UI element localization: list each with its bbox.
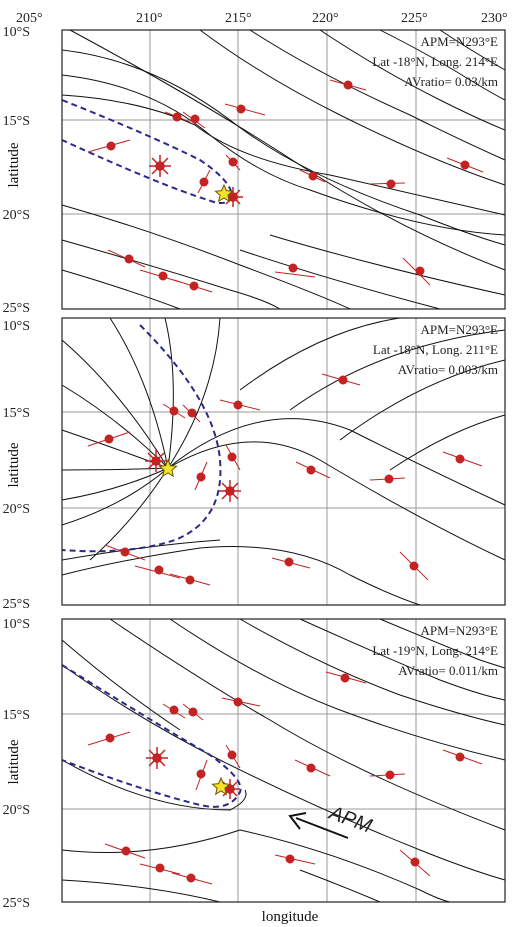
- panel-2-annotation: APM=N293°E Lat -18°N, Long. 211°E AVrati…: [373, 322, 498, 377]
- panel-1-location: Lat -18°N, Long. 214°E: [372, 54, 498, 69]
- panel-3-asterisk: [146, 747, 168, 769]
- y-axis-title: latitude: [6, 442, 22, 487]
- panel-3-apm: APM=N293°E: [420, 623, 498, 638]
- panel-3-frame: [61, 618, 506, 903]
- panel-3-stations: [87, 671, 483, 885]
- x-tick-225: 225°: [401, 11, 428, 26]
- y-axis-title: latitude: [6, 142, 22, 187]
- y-tick-15: 15°S: [3, 708, 30, 723]
- panel-2-location: Lat -18°N, Long. 211°E: [373, 342, 498, 357]
- panel-1-grid: [62, 30, 505, 309]
- y-tick-10: 10°S: [3, 617, 30, 632]
- y-tick-20: 20°S: [3, 208, 30, 223]
- panel-3-avratio: AVratio= 0.011/km: [398, 663, 498, 678]
- panel-3: 10°S 15°S 20°S 25°S latitude: [3, 617, 506, 911]
- panel-2-grid: [62, 318, 505, 605]
- panel-1-frame: [61, 29, 506, 310]
- x-tick-210: 210°: [136, 11, 163, 26]
- x-axis-title: longitude: [262, 909, 319, 925]
- y-tick-20: 20°S: [3, 803, 30, 818]
- y-tick-25: 25°S: [3, 301, 30, 316]
- panel-2-star-icon: [158, 458, 178, 478]
- panel-3-y-ticks: 10°S 15°S 20°S 25°S: [3, 617, 30, 911]
- panel-1: 10°S 15°S 20°S 25°S latitude: [3, 25, 506, 316]
- panel-1-stations: [87, 79, 484, 293]
- y-tick-10: 10°S: [3, 25, 30, 40]
- arrow-head-icon: [288, 812, 307, 830]
- panel-3-null-line: [61, 664, 242, 808]
- panel-2-avratio: AVratio= 0.003/km: [398, 362, 498, 377]
- apm-arrow: APM: [288, 802, 375, 839]
- y-tick-10: 10°S: [3, 319, 30, 334]
- panel-3-annotation: APM=N293°E Lat -19°N, Long. 214°E AVrati…: [372, 623, 498, 678]
- panel-3-location: Lat -19°N, Long. 214°E: [372, 643, 498, 658]
- panel-1-asterisk: [149, 155, 171, 177]
- y-axis-title: latitude: [6, 739, 22, 784]
- panel-2-y-ticks: 10°S 15°S 20°S 25°S: [3, 319, 30, 612]
- y-tick-15: 15°S: [3, 406, 30, 421]
- panel-2-contours: [61, 317, 506, 606]
- panel-3-grid: [62, 619, 505, 902]
- x-tick-205: 205°: [16, 11, 43, 26]
- panel-1-annotation: APM=N293°E Lat -18°N, Long. 214°E AVrati…: [372, 34, 498, 89]
- panel-2-stations: [87, 373, 483, 586]
- x-tick-220: 220°: [312, 11, 339, 26]
- panel-3-star-icon: [211, 776, 231, 796]
- panel-1-apm: APM=N293°E: [420, 34, 498, 49]
- x-tick-230: 230°: [481, 11, 508, 26]
- panel-2-asterisk-2: [219, 480, 241, 502]
- y-tick-15: 15°S: [3, 114, 30, 129]
- x-tick-labels: 205° 210° 215° 220° 225° 230°: [16, 11, 508, 26]
- panel-1-contours: [61, 29, 506, 310]
- panel-2-apm: APM=N293°E: [420, 322, 498, 337]
- y-tick-20: 20°S: [3, 502, 30, 517]
- y-tick-25: 25°S: [3, 896, 30, 911]
- panel-2: 10°S 15°S 20°S 25°S latitude: [3, 317, 506, 612]
- panel-2-frame: [61, 317, 506, 606]
- panel-3-contours: [61, 618, 506, 903]
- panel-1-avratio: AVratio= 0.03/km: [404, 74, 498, 89]
- panel-1-star-icon: [214, 183, 234, 203]
- panel-1-null-line: [61, 99, 234, 205]
- panel-1-y-ticks: 10°S 15°S 20°S 25°S: [3, 25, 30, 316]
- panel-2-null-line: [61, 324, 222, 553]
- x-tick-215: 215°: [225, 11, 252, 26]
- y-tick-25: 25°S: [3, 597, 30, 612]
